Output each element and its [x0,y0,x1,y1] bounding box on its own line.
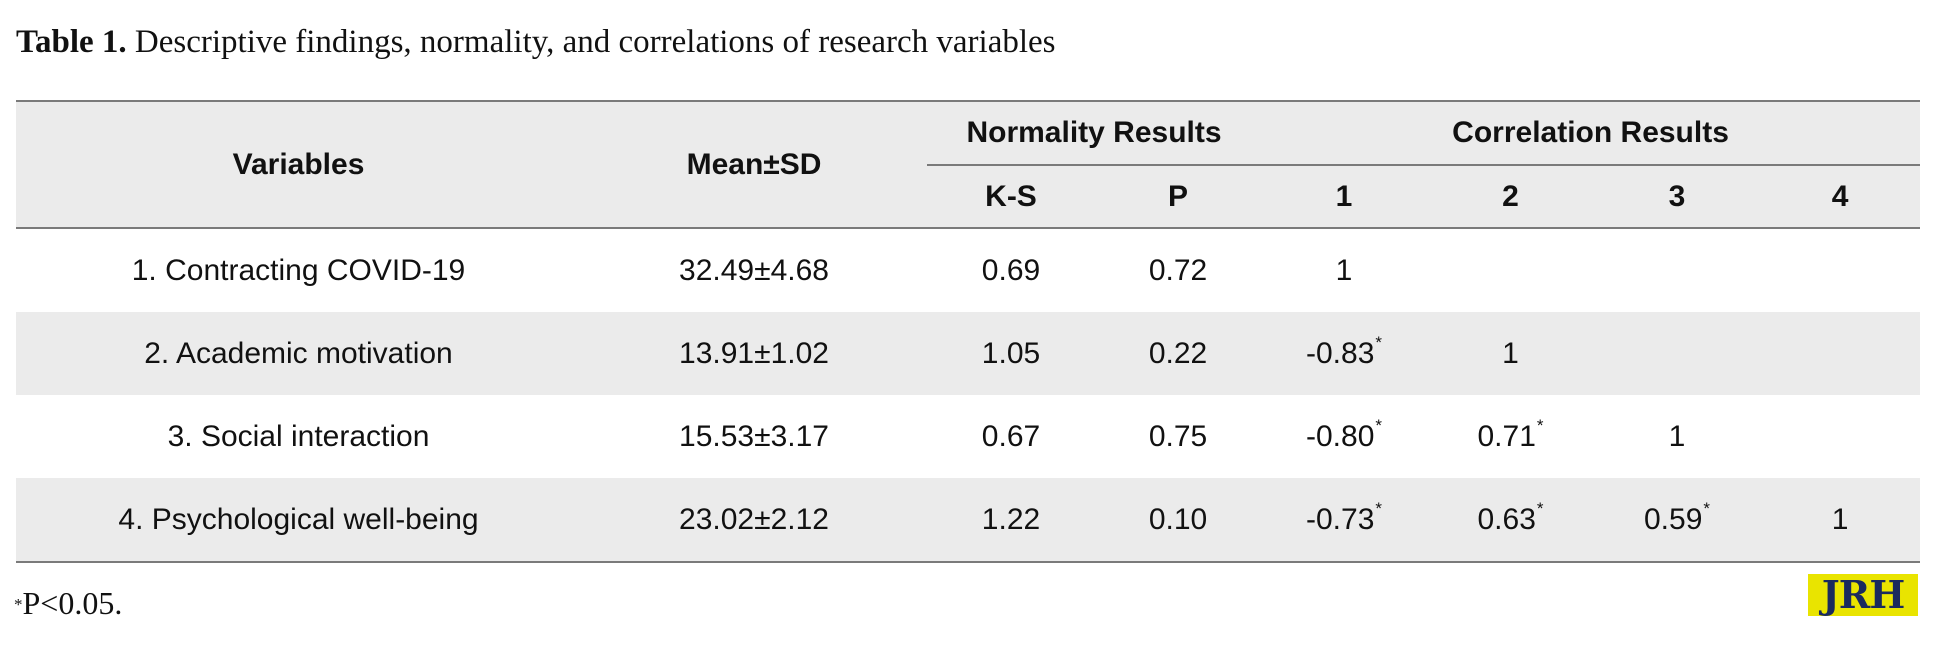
corr-value: 0.63 [1477,502,1536,536]
corr-value: 0.59 [1644,502,1703,536]
cell-variable: 2. Academic motivation [16,312,581,395]
cell-corr-2: 0.63* [1427,478,1595,563]
header-corr-3: 3 [1594,165,1761,229]
table-row: 3. Social interaction 15.53±3.17 0.67 0.… [16,395,1920,478]
cell-variable: 4. Psychological well-being [16,478,581,563]
cell-corr-4: 1 [1760,478,1921,563]
significance-mark: * [1536,498,1544,518]
header-mean-sd: Mean±SD [581,100,927,229]
corr-value: 1 [1502,336,1519,370]
table-row: 1. Contracting COVID-19 32.49±4.68 0.69 … [16,228,1920,312]
cell-mean-sd: 23.02±2.12 [581,478,927,563]
header-correlation-group: Correlation Results [1261,100,1921,166]
cell-ks: 1.22 [927,478,1095,563]
cell-corr-3: 1 [1594,395,1760,478]
cell-p: 0.22 [1095,312,1262,395]
cell-ks: 1.05 [927,312,1095,395]
header-normality-group: Normality Results [927,100,1262,166]
cell-corr-1: -0.83* [1261,312,1428,395]
table-row: 4. Psychological well-being 23.02±2.12 1… [16,478,1921,563]
cell-p: 0.10 [1095,478,1262,563]
corr-value: 1 [1668,419,1686,453]
corr-value: 1 [1335,253,1353,287]
cell-corr-1: -0.73* [1261,478,1428,563]
cell-mean-sd: 15.53±3.17 [679,419,829,453]
cell-corr-4 [1760,312,1921,395]
cell-variable: 1. Contracting COVID-19 [131,253,466,287]
table-footnote: *P<0.05. [14,584,122,622]
corr-value: -0.73 [1306,502,1375,536]
significance-mark: * [1536,415,1544,435]
cell-corr-1: 1 [1261,228,1427,312]
table-caption: Table 1. Descriptive findings, normality… [16,22,1056,62]
header-row-sub: K-S P 1 2 3 4 [16,165,1921,229]
cell-ks: 0.69 [981,253,1041,287]
cell-corr-3: 0.59* [1594,478,1761,563]
table-row: 2. Academic motivation 13.91±1.02 1.05 0… [16,312,1921,395]
significance-mark: * [1375,498,1383,518]
cell-corr-1: -0.80* [1261,395,1427,478]
footnote-text: P<0.05. [22,585,123,621]
header-corr-1: 1 [1261,165,1428,229]
cell-mean-sd: 13.91±1.02 [581,312,927,395]
footnote-mark: * [14,595,23,614]
cell-mean-sd: 32.49±4.68 [679,253,829,287]
cell-variable: 3. Social interaction [167,419,430,453]
cell-corr-3 [1594,312,1761,395]
corr-value: 0.71 [1477,419,1536,453]
corr-value: -0.80 [1306,419,1375,453]
header-corr-4: 4 [1760,165,1921,229]
header-p: P [1095,165,1262,229]
significance-mark: * [1375,415,1383,435]
header-corr-2: 2 [1427,165,1595,229]
cell-p: 0.72 [1148,253,1208,287]
cell-corr-2: 1 [1427,312,1595,395]
journal-logo-text: JRH [1821,574,1905,616]
cell-corr-4 [1760,395,1920,478]
header-row-top: Variables Mean±SD Normality Results Corr… [16,100,1921,229]
results-table: Variables Mean±SD Normality Results Corr… [16,100,1921,563]
corr-value: -0.83 [1306,336,1375,370]
cell-ks: 0.67 [981,419,1041,453]
cell-corr-2 [1427,228,1594,312]
cell-corr-2: 0.71* [1427,395,1594,478]
significance-mark: * [1375,332,1383,352]
corr-value: 1 [1831,502,1849,536]
table-caption-label: Table 1. [16,24,127,60]
header-variables: Variables [16,100,581,229]
table-caption-text: Descriptive findings, normality, and cor… [134,24,1056,60]
cell-corr-4 [1760,228,1920,312]
cell-p: 0.75 [1148,419,1208,453]
significance-mark: * [1703,498,1711,518]
cell-corr-3 [1594,228,1760,312]
header-ks: K-S [927,165,1095,229]
journal-logo: JRH [1808,574,1918,616]
